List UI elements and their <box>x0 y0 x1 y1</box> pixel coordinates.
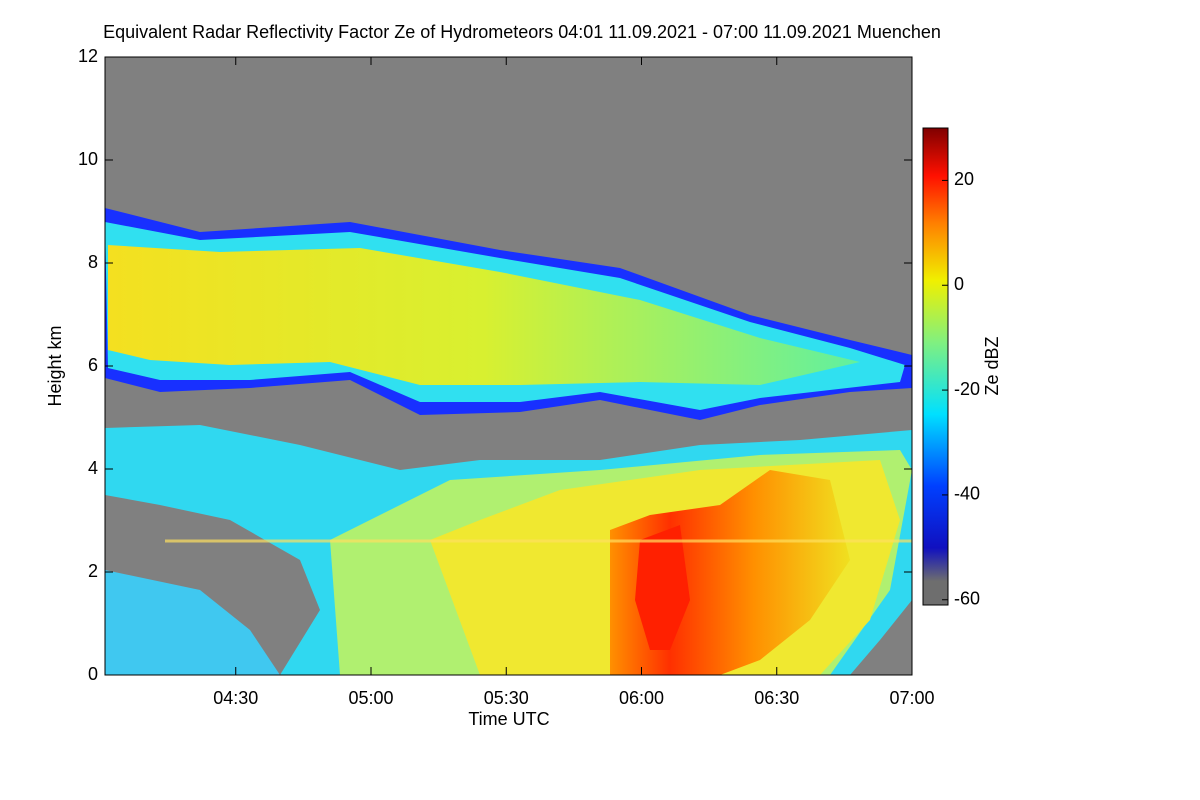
x-axis-label: Time UTC <box>468 709 549 729</box>
y-tick-label: 6 <box>88 355 98 375</box>
y-axis-label: Height km <box>45 325 65 406</box>
chart-title: Equivalent Radar Reflectivity Factor Ze … <box>103 22 941 42</box>
y-tick-label: 0 <box>88 664 98 684</box>
x-tick-label: 06:30 <box>754 688 799 708</box>
x-tick-label: 05:30 <box>484 688 529 708</box>
colorbar-tick-label: -60 <box>954 589 980 609</box>
y-tick-label: 4 <box>88 458 98 478</box>
colorbar-tick-label: -40 <box>954 484 980 504</box>
x-tick-label: 05:00 <box>348 688 393 708</box>
y-tick-label: 10 <box>78 149 98 169</box>
colorbar-label: Ze dBZ <box>982 336 1002 395</box>
y-tick-label: 2 <box>88 561 98 581</box>
colorbar-tick-label: 0 <box>954 274 964 294</box>
y-tick-label: 12 <box>78 46 98 66</box>
colorbar-tick-label: -20 <box>954 379 980 399</box>
x-tick-label: 07:00 <box>889 688 934 708</box>
x-tick-label: 06:00 <box>619 688 664 708</box>
colorbar-tick-label: 20 <box>954 169 974 189</box>
colorbar <box>922 127 949 606</box>
y-tick-label: 8 <box>88 252 98 272</box>
radar-field <box>105 57 912 675</box>
x-tick-label: 04:30 <box>213 688 258 708</box>
